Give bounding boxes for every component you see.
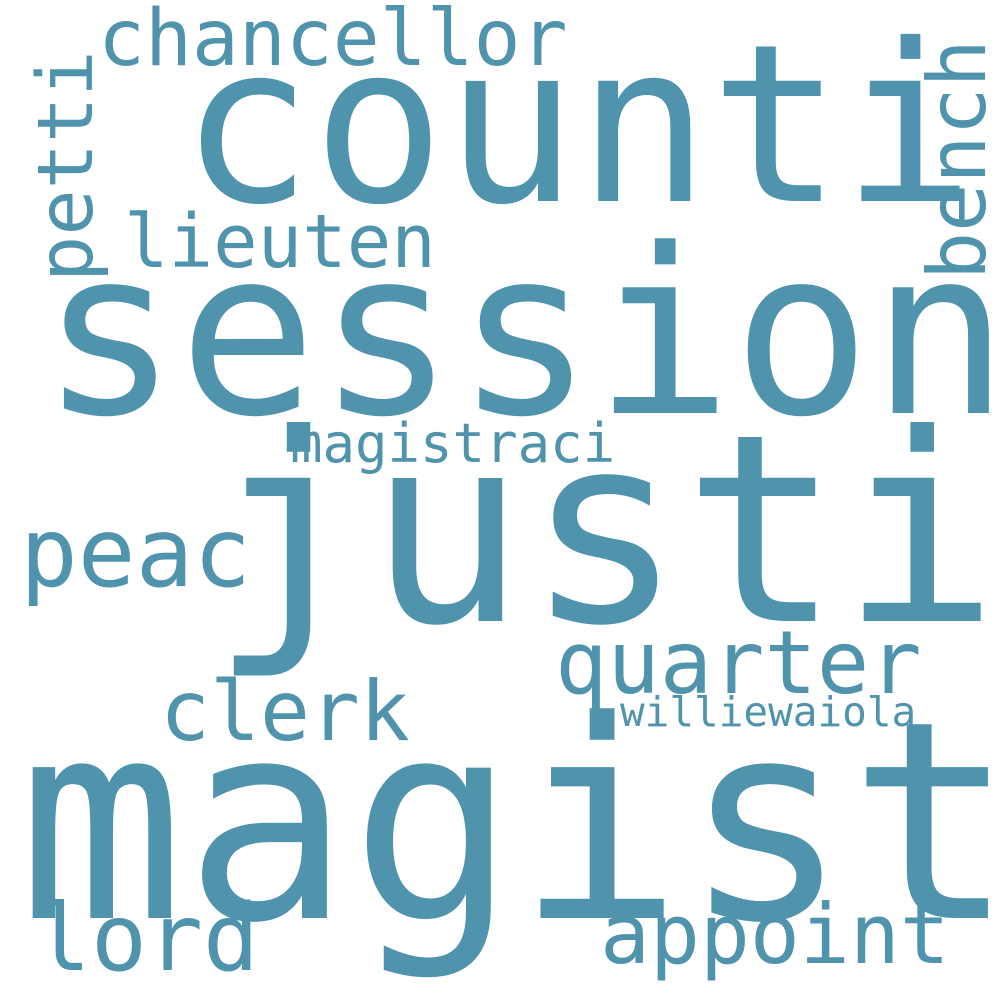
word-chancellor: chancellor [98,0,568,84]
word-session: session [40,201,1000,468]
word-magistr: magistr [18,663,1000,984]
word-peac: peac [20,497,252,609]
word-lieuten: lieuten [124,199,436,285]
word-williewaiola: williewaiola [620,688,917,736]
word-counti: counti [180,0,975,253]
word-quarter: quarter [555,612,922,714]
word-lord: lord [35,884,259,992]
word-justic: justic [210,378,1000,683]
word-clerk: clerk [160,663,410,760]
word-magistraci: magistraci [290,412,616,475]
word-appoint: appoint [600,886,950,983]
